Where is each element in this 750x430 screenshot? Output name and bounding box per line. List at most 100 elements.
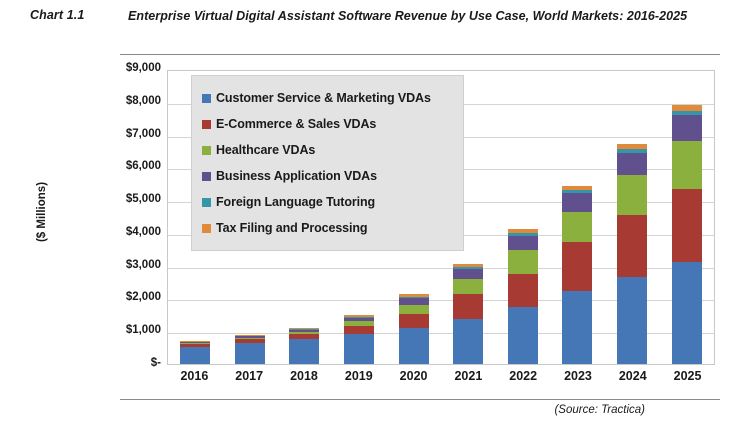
bar-segment[interactable] — [344, 317, 375, 322]
bar-segment[interactable] — [234, 339, 265, 344]
bar-segment[interactable] — [289, 331, 320, 335]
bar-segment[interactable] — [617, 152, 648, 175]
bar-segment[interactable] — [453, 269, 484, 280]
bar-segment[interactable] — [562, 211, 593, 243]
stacked-bar[interactable] — [617, 144, 648, 364]
bar-segment[interactable] — [671, 110, 702, 116]
bar-segment[interactable] — [234, 337, 265, 340]
bar-segment[interactable] — [617, 276, 648, 364]
legend-item[interactable]: Customer Service & Marketing VDAs — [202, 85, 455, 111]
y-axis-tick: $6,000 — [125, 160, 161, 173]
legend-swatch-icon — [202, 145, 211, 155]
bar-segment[interactable] — [671, 105, 702, 111]
bar-segment[interactable] — [398, 314, 429, 329]
bar-segment[interactable] — [453, 293, 484, 319]
stacked-bar[interactable] — [344, 314, 375, 364]
bar-segment[interactable] — [289, 334, 320, 340]
bar-segment[interactable] — [398, 305, 429, 315]
gridline — [168, 333, 714, 335]
bar-segment[interactable] — [507, 233, 538, 236]
bar-segment[interactable] — [180, 344, 211, 347]
bar-segment[interactable] — [507, 235, 538, 251]
bar-segment[interactable] — [562, 242, 593, 292]
bar-segment[interactable] — [398, 297, 429, 299]
bar-segment[interactable] — [453, 267, 484, 270]
bar-series-group — [168, 71, 714, 364]
chart-number-label: Chart 1.1 — [30, 8, 85, 22]
legend-swatch-icon — [202, 197, 211, 207]
bar-segment[interactable] — [507, 273, 538, 308]
bar-segment[interactable] — [617, 174, 648, 215]
chart-title: Enterprise Virtual Digital Assistant Sof… — [128, 9, 688, 23]
stacked-bar[interactable] — [453, 264, 484, 364]
bar-segment[interactable] — [289, 328, 320, 330]
y-axis-tick-labels: $9,000 $8,000 $7,000 $6,000 $5,000 $4,000 $3,0… — [95, 62, 161, 369]
bar-segment[interactable] — [344, 325, 375, 334]
bar-segment[interactable] — [617, 144, 648, 150]
bar-segment[interactable] — [398, 298, 429, 306]
legend-label: Foreign Language Tutoring — [216, 195, 376, 209]
legend-swatch-icon — [202, 119, 211, 129]
legend-item[interactable]: Healthcare VDAs — [202, 137, 455, 163]
bar-segment[interactable] — [453, 318, 484, 364]
bar-segment[interactable] — [617, 149, 648, 153]
bar-segment[interactable] — [507, 307, 538, 364]
bar-segment[interactable] — [562, 291, 593, 364]
bar-slot — [277, 71, 332, 364]
bar-segment[interactable] — [180, 341, 211, 342]
chart-legend: Customer Service & Marketing VDAs E-Comme… — [191, 75, 464, 251]
bar-segment[interactable] — [344, 314, 375, 317]
legend-item[interactable]: E-Commerce & Sales VDAs — [202, 111, 455, 137]
bar-segment[interactable] — [180, 343, 211, 345]
bar-segment[interactable] — [344, 316, 375, 318]
stacked-bar[interactable] — [180, 341, 211, 364]
legend-item[interactable]: Business Application VDAs — [202, 163, 455, 189]
y-axis-tick: $9,000 — [125, 62, 161, 74]
x-axis-tick: 2017 — [235, 369, 264, 383]
stacked-bar[interactable] — [562, 185, 593, 364]
y-axis-tick: $5,000 — [125, 193, 161, 206]
bar-segment[interactable] — [344, 333, 375, 364]
bar-segment[interactable] — [289, 339, 320, 364]
bar-segment[interactable] — [398, 294, 429, 297]
legend-swatch-icon — [202, 171, 211, 181]
bar-segment[interactable] — [453, 279, 484, 294]
bar-segment[interactable] — [671, 141, 702, 189]
bar-segment[interactable] — [671, 261, 702, 364]
bar-segment[interactable] — [671, 115, 702, 142]
x-axis-tick: 2023 — [564, 369, 592, 383]
stacked-bar[interactable] — [289, 327, 320, 364]
bar-slot — [386, 71, 441, 364]
bar-segment[interactable] — [671, 188, 702, 262]
bar-segment[interactable] — [398, 328, 429, 364]
y-axis-tick: $1,000 — [125, 324, 161, 337]
bar-slot — [659, 71, 714, 364]
y-axis-tick: $7,000 — [125, 127, 161, 140]
bar-segment[interactable] — [617, 214, 648, 277]
bar-segment[interactable] — [562, 193, 593, 212]
legend-item[interactable]: Foreign Language Tutoring — [202, 189, 455, 215]
stacked-bar[interactable] — [234, 334, 265, 364]
legend-swatch-icon — [202, 93, 211, 103]
bar-segment[interactable] — [453, 264, 484, 268]
legend-item[interactable]: Tax Filing and Processing — [202, 215, 455, 241]
bar-segment[interactable] — [507, 229, 538, 234]
bar-slot — [223, 71, 278, 364]
bar-segment[interactable] — [234, 334, 265, 336]
bar-segment[interactable] — [180, 346, 211, 364]
bar-segment[interactable] — [289, 327, 320, 329]
y-axis-title: ($ Millions) — [36, 181, 48, 243]
stacked-bar[interactable] — [398, 294, 429, 364]
bar-segment[interactable] — [289, 329, 320, 332]
bar-segment[interactable] — [562, 190, 593, 194]
stacked-bar[interactable] — [671, 105, 702, 364]
bar-segment[interactable] — [234, 343, 265, 364]
gridline — [168, 267, 714, 269]
bar-segment[interactable] — [234, 336, 265, 338]
bar-segment[interactable] — [562, 185, 593, 191]
stacked-bar[interactable] — [507, 229, 538, 364]
header-divider — [120, 54, 720, 55]
bar-segment[interactable] — [507, 250, 538, 274]
bar-segment[interactable] — [344, 321, 375, 326]
bar-segment[interactable] — [180, 342, 211, 344]
